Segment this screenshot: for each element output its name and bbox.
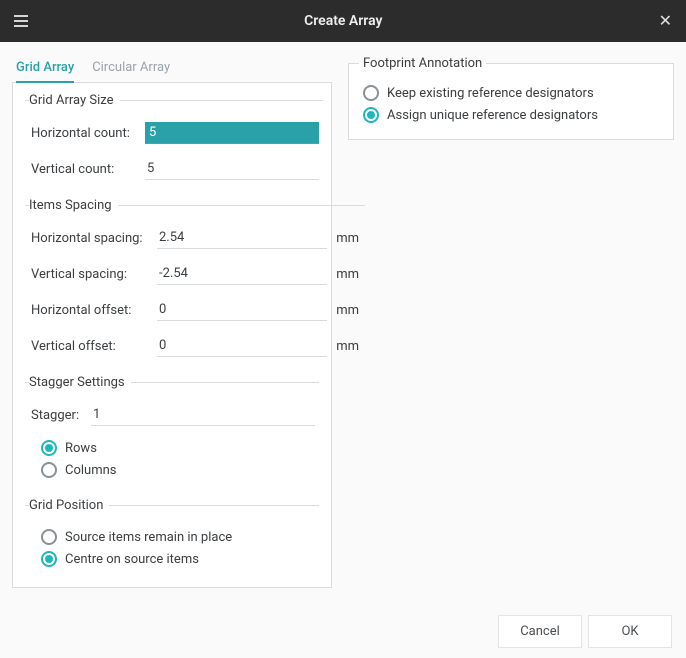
- annotation-legend: Footprint Annotation: [359, 56, 486, 71]
- radio-icon: [363, 107, 379, 123]
- stagger-rows-radio[interactable]: Rows: [41, 440, 315, 456]
- left-column: Grid Array Circular Array Grid Array Siz…: [12, 54, 332, 588]
- v-offset-label: Vertical offset:: [29, 339, 151, 354]
- tab-bar: Grid Array Circular Array: [12, 54, 332, 83]
- radio-icon: [363, 85, 379, 101]
- h-offset-input[interactable]: [157, 299, 327, 321]
- stagger-rows-label: Rows: [65, 441, 97, 456]
- spacing-legend: Items Spacing: [29, 198, 118, 213]
- tab-grid-array[interactable]: Grid Array: [16, 56, 74, 83]
- h-spacing-input[interactable]: [157, 227, 327, 249]
- stagger-label: Stagger:: [29, 408, 85, 423]
- position-remain-label: Source items remain in place: [65, 530, 232, 545]
- menu-icon[interactable]: [14, 15, 28, 27]
- grid-size-group: Grid Array Size Horizontal count: Vertic…: [25, 93, 323, 194]
- annotation-assign-radio[interactable]: Assign unique reference designators: [363, 107, 663, 123]
- position-legend: Grid Position: [29, 498, 109, 513]
- dialog-content: Grid Array Circular Array Grid Array Siz…: [0, 42, 686, 600]
- stagger-group: Stagger Settings Stagger: Rows Columns: [25, 375, 319, 494]
- h-count-label: Horizontal count:: [29, 126, 139, 141]
- tab-circular-array[interactable]: Circular Array: [92, 56, 170, 83]
- position-centre-radio[interactable]: Centre on source items: [41, 551, 315, 567]
- cancel-button[interactable]: Cancel: [498, 615, 582, 648]
- grid-size-legend: Grid Array Size: [29, 93, 120, 108]
- annotation-keep-radio[interactable]: Keep existing reference designators: [363, 85, 663, 101]
- v-offset-input[interactable]: [157, 335, 327, 357]
- v-spacing-label: Vertical spacing:: [29, 267, 151, 282]
- position-centre-label: Centre on source items: [65, 552, 199, 567]
- window-title: Create Array: [304, 13, 382, 29]
- h-count-input[interactable]: [145, 122, 319, 144]
- v-count-label: Vertical count:: [29, 162, 139, 177]
- ok-button[interactable]: OK: [588, 615, 672, 648]
- v-spacing-input[interactable]: [157, 263, 327, 285]
- spacing-group: Items Spacing Horizontal spacing: mm Ver…: [25, 198, 365, 371]
- annotation-group: Footprint Annotation Keep existing refer…: [348, 56, 674, 140]
- h-spacing-label: Horizontal spacing:: [29, 231, 151, 246]
- stagger-columns-radio[interactable]: Columns: [41, 462, 315, 478]
- close-icon[interactable]: ✕: [659, 13, 672, 29]
- stagger-columns-label: Columns: [65, 463, 117, 478]
- stagger-input[interactable]: [91, 404, 315, 426]
- h-offset-label: Horizontal offset:: [29, 303, 151, 318]
- radio-icon: [41, 551, 57, 567]
- right-column: Footprint Annotation Keep existing refer…: [348, 54, 674, 588]
- position-group: Grid Position Source items remain in pla…: [25, 498, 319, 575]
- stagger-legend: Stagger Settings: [29, 375, 131, 390]
- grid-array-panel: Grid Array Size Horizontal count: Vertic…: [12, 82, 332, 588]
- radio-icon: [41, 440, 57, 456]
- radio-icon: [41, 529, 57, 545]
- v-count-input[interactable]: [145, 158, 319, 180]
- position-remain-radio[interactable]: Source items remain in place: [41, 529, 315, 545]
- annotation-assign-label: Assign unique reference designators: [387, 108, 598, 123]
- button-bar: Cancel OK: [498, 615, 672, 648]
- annotation-keep-label: Keep existing reference designators: [387, 86, 594, 101]
- titlebar: Create Array ✕: [0, 0, 686, 42]
- radio-icon: [41, 462, 57, 478]
